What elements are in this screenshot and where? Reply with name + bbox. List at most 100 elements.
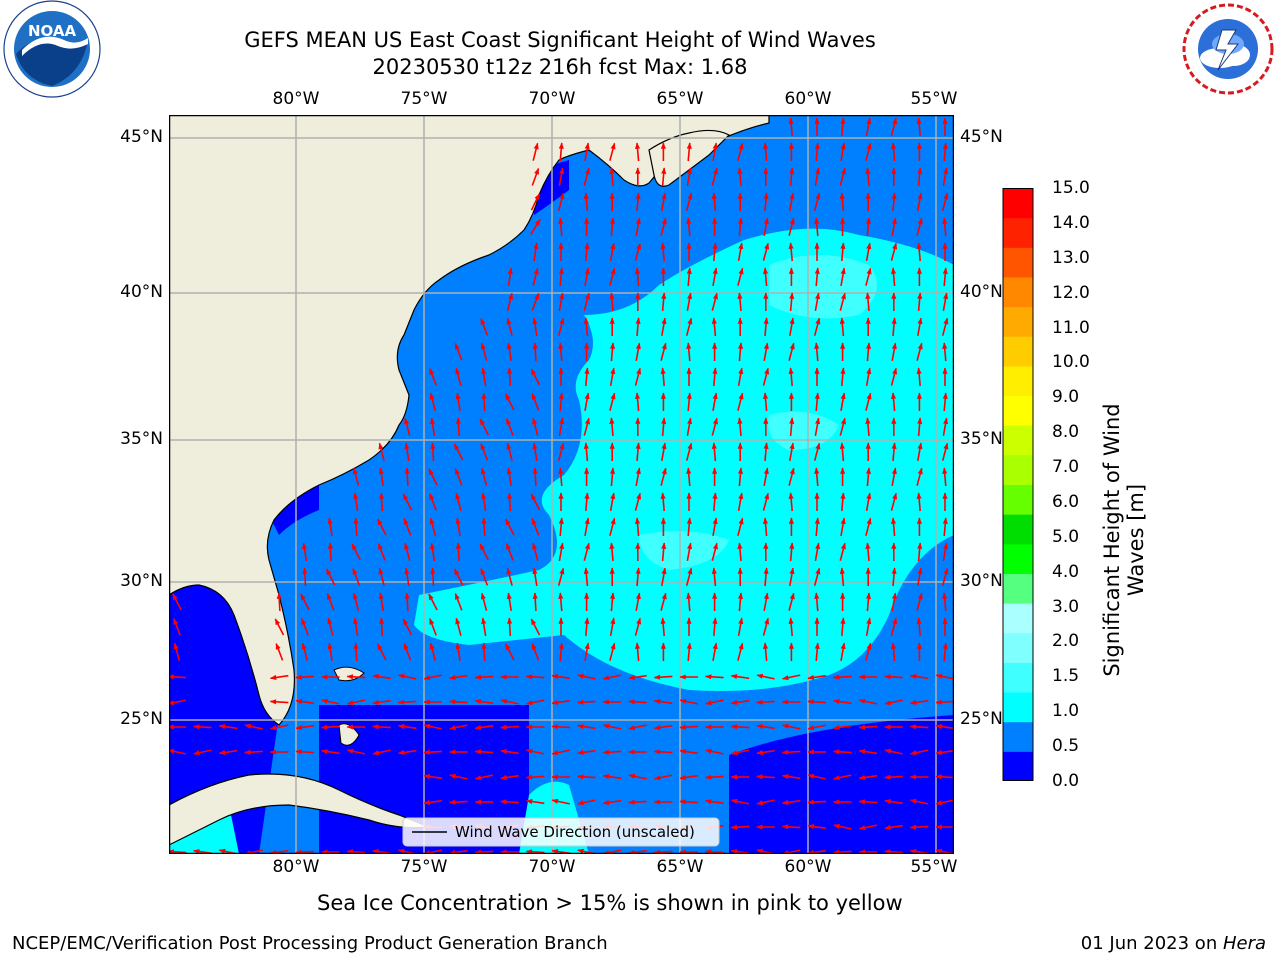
direction-arrow [814, 392, 820, 412]
direction-arrow [500, 799, 519, 805]
direction-arrow [602, 749, 622, 755]
direction-arrow [942, 392, 948, 412]
direction-arrow [737, 417, 743, 437]
direction-arrow [531, 393, 540, 411]
direction-arrow [609, 592, 616, 612]
direction-arrow [602, 723, 622, 730]
direction-arrow [840, 642, 846, 662]
lon-tick: 65°W [656, 857, 704, 877]
direction-arrow [346, 674, 366, 680]
colorbar-tick: 0.5 [1052, 736, 1080, 757]
direction-arrow [557, 442, 565, 461]
direction-arrow [890, 117, 898, 136]
direction-arrow [404, 417, 411, 436]
colorbar-segment [1003, 336, 1033, 367]
direction-arrow [530, 618, 541, 636]
direction-arrow [609, 542, 615, 562]
direction-arrow [429, 392, 437, 411]
direction-arrow [711, 442, 717, 462]
direction-arrow [218, 723, 238, 730]
direction-arrow [531, 167, 540, 186]
lat-tick: 45°N [960, 127, 1003, 147]
branch-footer: NCEP/EMC/Verification Post Processing Pr… [12, 933, 608, 954]
direction-arrow [762, 242, 770, 261]
direction-arrow [858, 698, 878, 705]
direction-arrow [935, 774, 954, 780]
direction-arrow [505, 543, 514, 561]
direction-arrow [295, 849, 315, 854]
direction-arrow [301, 642, 309, 661]
direction-arrow [635, 567, 641, 587]
direction-arrow [479, 418, 490, 436]
direction-arrow [891, 467, 897, 487]
direction-arrow [192, 724, 212, 730]
direction-arrow [429, 493, 437, 511]
direction-arrow [788, 492, 794, 512]
direction-arrow [686, 517, 692, 537]
direction-arrow [480, 443, 489, 461]
direction-arrow [788, 467, 795, 486]
direction-arrow [169, 674, 187, 680]
direction-arrow [762, 142, 769, 162]
direction-arrow [935, 673, 954, 680]
direction-arrow [737, 167, 743, 187]
direction-arrow [274, 618, 285, 636]
direction-arrow [712, 242, 718, 262]
direction-arrow [916, 367, 922, 387]
colorbar-ticks: 0.0 0.5 1.0 1.5 2.0 3.0 4.0 5.0 6.0 7.0 8.0 9.0 10.0… [1036, 178, 1106, 791]
graticule [169, 115, 954, 854]
direction-arrow [762, 492, 770, 511]
direction-arrow [602, 773, 622, 780]
direction-arrow [653, 698, 673, 705]
direction-arrow [500, 698, 519, 705]
direction-arrow [481, 492, 487, 512]
direction-arrow [781, 799, 801, 806]
direction-arrow [917, 567, 923, 587]
direction-arrow [584, 517, 590, 537]
lon-tick: 65°W [656, 89, 704, 109]
direction-arrow [583, 442, 589, 462]
wave-1.5-2.0-patch [769, 255, 877, 319]
direction-arrow [686, 392, 692, 412]
direction-arrow [300, 593, 310, 611]
direction-arrow [807, 699, 827, 705]
lat-tick: 35°N [120, 429, 163, 449]
lat-tick: 45°N [120, 127, 163, 147]
direction-arrow [661, 317, 667, 337]
direction-arrow [840, 267, 846, 287]
direction-arrow [276, 592, 282, 612]
direction-arrow [583, 167, 590, 186]
direction-arrow [506, 342, 512, 362]
direction-arrow [942, 467, 948, 487]
direction-arrow [532, 567, 538, 587]
colorbar [1002, 188, 1034, 781]
direction-arrow [577, 799, 596, 806]
direction-arrow [504, 393, 515, 411]
direction-arrow [584, 367, 590, 387]
direction-arrow [320, 724, 340, 730]
lat-tick: 40°N [960, 282, 1003, 302]
direction-arrow [397, 673, 417, 680]
direction-arrow [506, 467, 512, 487]
lon-tick: 75°W [400, 857, 448, 877]
direction-arrow [865, 117, 872, 137]
direction-arrow [346, 849, 366, 854]
direction-arrow [634, 267, 641, 287]
direction-arrow [404, 592, 410, 612]
colorbar-segment [1003, 395, 1033, 426]
direction-arrow [295, 724, 315, 731]
direction-arrow [504, 518, 515, 536]
direction-arrow [941, 567, 949, 586]
direction-arrow [935, 749, 954, 756]
direction-arrow [455, 367, 462, 386]
direction-arrow [833, 823, 852, 830]
direction-arrow [449, 724, 468, 731]
direction-arrow [891, 192, 897, 212]
direction-arrow [376, 518, 387, 536]
direction-arrow [686, 267, 692, 287]
direction-arrow [423, 773, 443, 780]
direction-arrow [584, 392, 590, 412]
direction-arrow [839, 317, 845, 337]
direction-arrow [653, 774, 673, 781]
direction-arrow [813, 442, 821, 461]
